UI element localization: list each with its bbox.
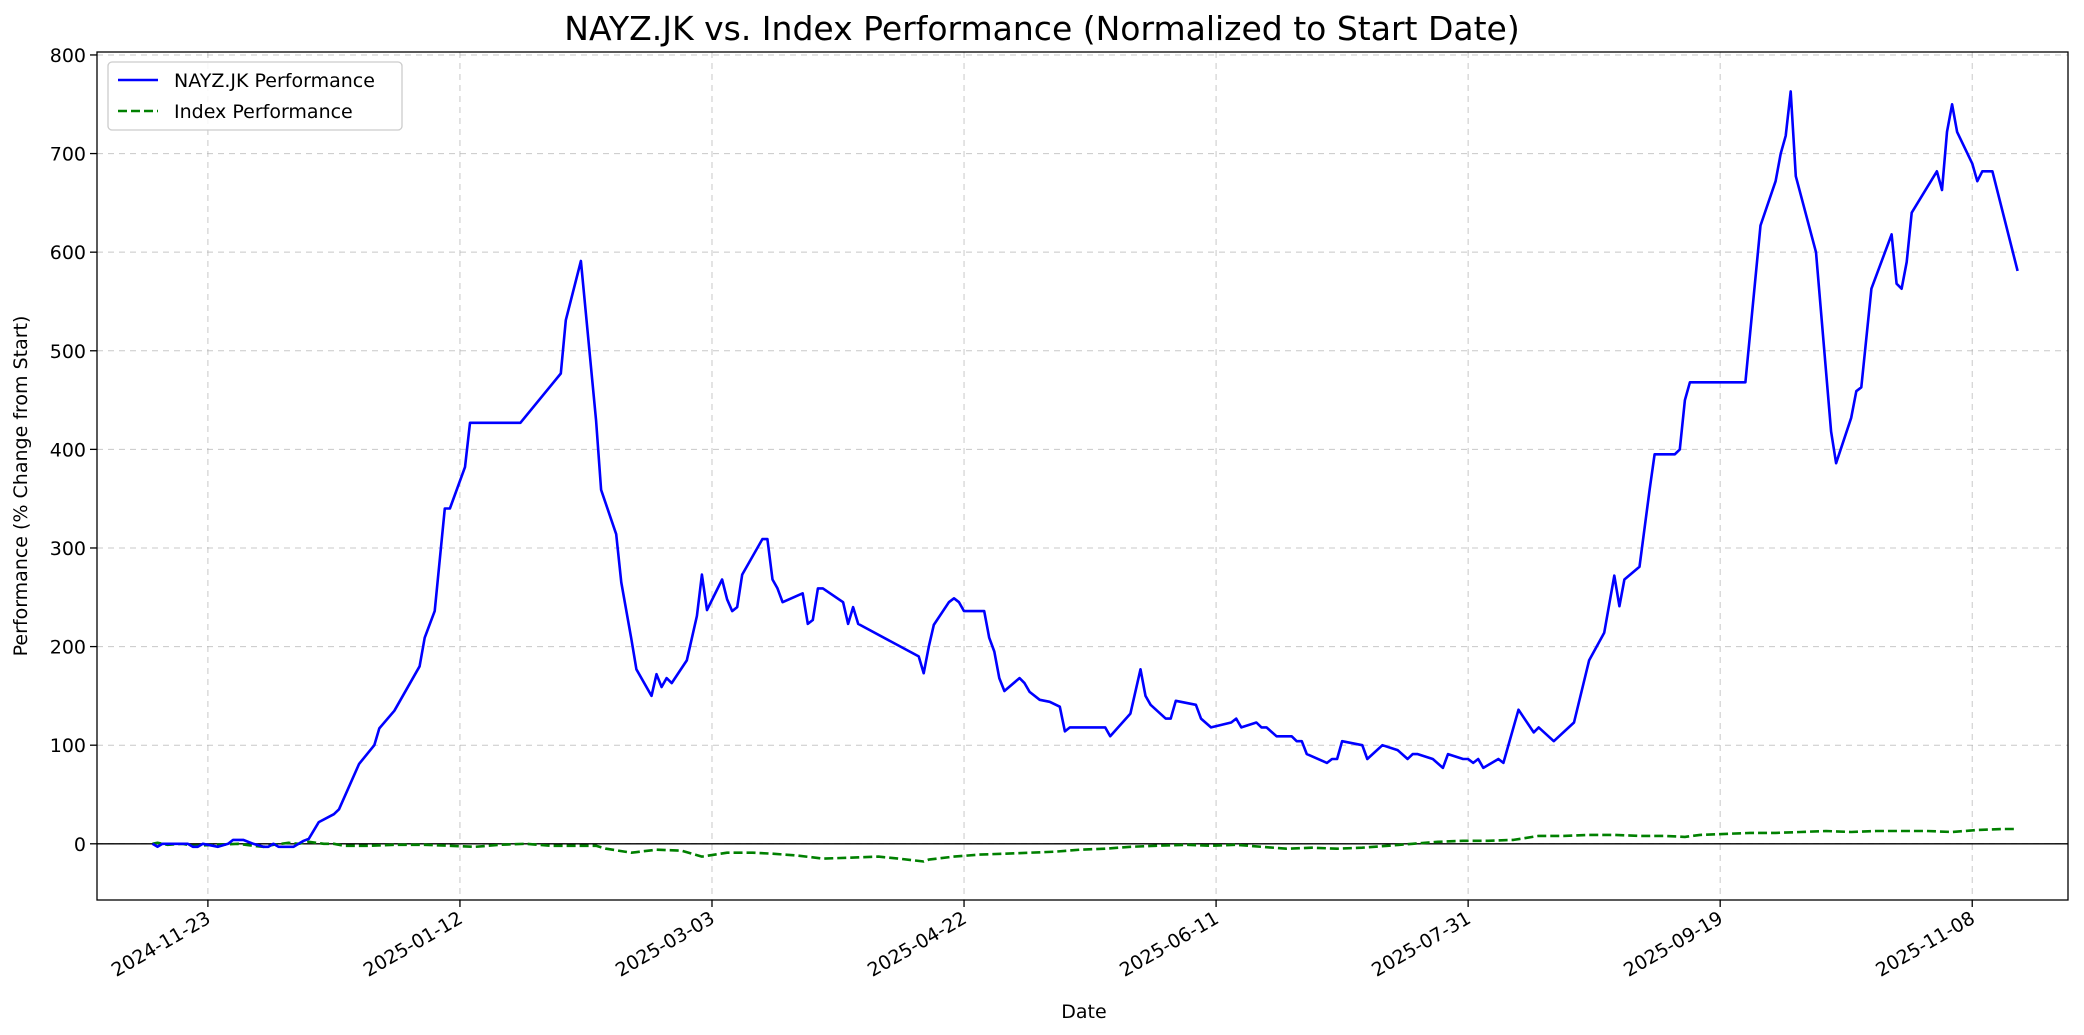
y-tick-label: 700 [50,144,86,166]
y-tick-label: 200 [50,637,86,659]
y-tick-label: 800 [50,45,86,67]
series-layer [151,90,2019,863]
legend: NAYZ.JK Performance Index Performance [107,61,403,131]
legend-label-index: Index Performance [174,101,353,123]
y-axis-ticks: 0 100 200 300 400 500 600 700 800 [50,45,97,856]
y-axis-label: Performance (% Change from Start) [10,316,32,657]
y-tick-label: 500 [50,341,86,363]
x-axis-label: Date [1061,1001,1106,1023]
legend-label-nayz: NAYZ.JK Performance [174,70,375,92]
y-tick-label: 100 [50,735,86,757]
series-line-nayz [151,90,2019,849]
y-tick-label: 600 [50,242,86,264]
chart-title: NAYZ.JK vs. Index Performance (Normalize… [564,9,1519,48]
legend-box [107,61,403,131]
plot-area-frame [96,51,2069,901]
y-tick-label: 0 [74,834,86,856]
y-tick-label: 400 [50,439,86,461]
y-tick-label: 300 [50,538,86,560]
series-line-index [152,827,2018,863]
